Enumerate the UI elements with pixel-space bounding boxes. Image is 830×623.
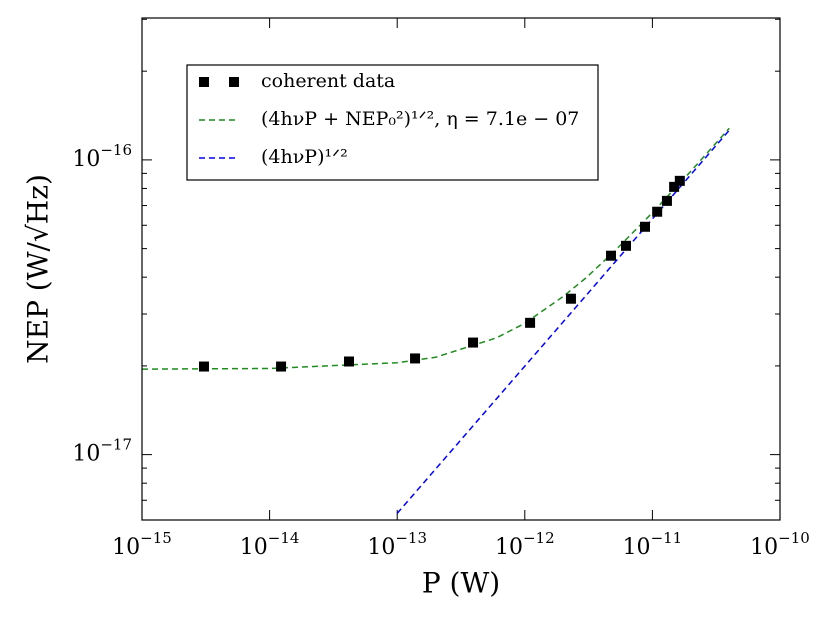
data-point	[661, 195, 672, 206]
data-point	[652, 206, 663, 217]
x-tick-label: 10−15	[112, 529, 172, 560]
x-axis-label: P (W)	[422, 567, 500, 600]
data-point	[468, 337, 479, 348]
data-point	[669, 181, 680, 192]
data-point	[640, 221, 651, 232]
data-point	[410, 353, 421, 364]
plot-area	[142, 127, 730, 514]
data-point	[198, 361, 209, 372]
data-point	[565, 293, 576, 304]
legend-label: coherent data	[261, 70, 395, 92]
legend-box	[186, 64, 599, 181]
x-tick-label: 10−14	[240, 529, 300, 560]
y-tick-label: 10−17	[72, 436, 132, 467]
x-tick-label: 10−12	[495, 529, 555, 560]
y-tick-label: 10−16	[72, 141, 132, 172]
fit-line	[142, 127, 730, 370]
legend-marker	[229, 77, 239, 87]
fit-line	[396, 129, 730, 514]
data-point	[674, 175, 685, 186]
x-tick-label: 10−10	[750, 529, 810, 560]
legend-label: (4hνP)¹ᐟ²	[261, 146, 348, 168]
legend-label: (4hνP + NEP₀²)¹ᐟ², η = 7.1e − 07	[261, 108, 579, 130]
x-tick-label: 10−11	[623, 529, 683, 560]
data-point	[620, 240, 631, 251]
data-point	[606, 250, 617, 261]
legend-marker	[199, 77, 209, 87]
data-point	[525, 317, 536, 328]
y-axis-label: NEP (W/√Hz)	[22, 174, 55, 364]
axes-frame	[141, 17, 781, 521]
data-point	[276, 361, 287, 372]
x-tick-label: 10−13	[367, 529, 427, 560]
data-point	[343, 356, 354, 367]
